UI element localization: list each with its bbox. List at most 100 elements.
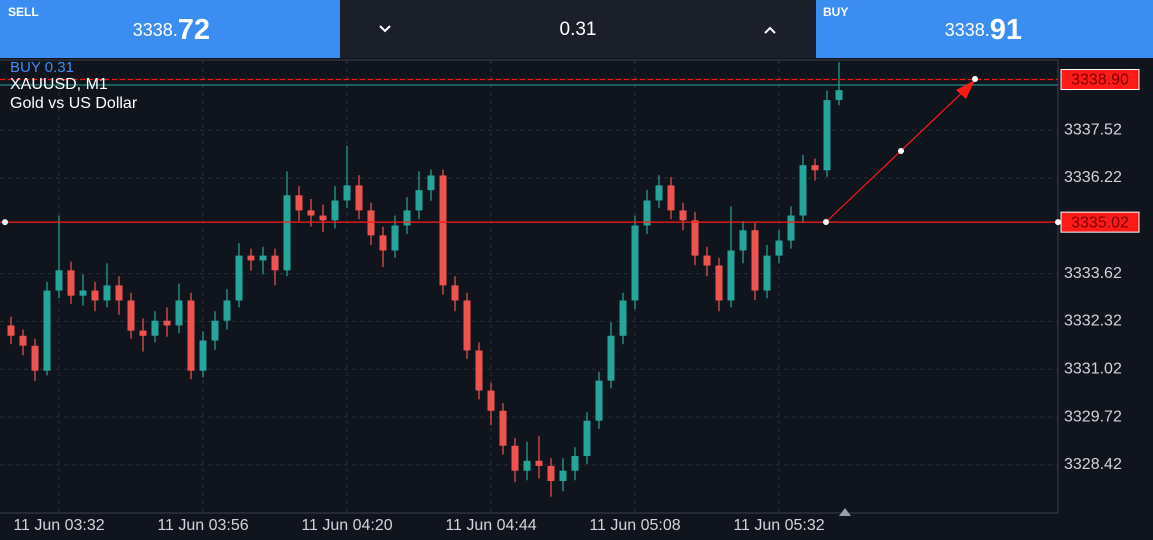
candle-body [199, 340, 207, 371]
candle-body [547, 465, 555, 482]
arrow-line [825, 87, 968, 223]
candle-body [811, 165, 819, 171]
arrow-handle [898, 148, 904, 154]
candle-body [475, 350, 483, 391]
y-tick-label: 3328.42 [1064, 456, 1122, 473]
candle-body [823, 100, 831, 171]
candle-body [499, 410, 507, 446]
candle-body [559, 470, 567, 482]
candle-body [295, 195, 303, 211]
candle-body [403, 210, 411, 226]
candle-body [67, 270, 75, 296]
candle-body [55, 270, 63, 291]
candle-body [799, 165, 807, 216]
candle-body [43, 290, 51, 371]
candle-body [391, 225, 399, 251]
scroll-marker [839, 508, 851, 516]
sell-label: SELL [8, 5, 39, 19]
order-label: BUY 0.31 [10, 59, 74, 76]
volume[interactable]: 0.31 [560, 19, 597, 40]
candle-body [427, 175, 435, 191]
candle-body [139, 330, 147, 336]
symbol: XAUUSD, M1 [10, 76, 108, 93]
candle-body [703, 255, 711, 266]
candle-body [631, 225, 639, 301]
chart: 3328.42 3329.72 3331.02 3332.32 3333.62 3336.… [0, 59, 1140, 534]
candle-body [211, 320, 219, 341]
candle-body [343, 185, 351, 201]
volume-decrease[interactable] [379, 25, 391, 33]
y-tick-label: 3337.52 [1064, 121, 1122, 138]
candle-body [487, 390, 495, 411]
candle-body [7, 325, 15, 336]
candle-body [679, 210, 687, 221]
price-label-box [1060, 211, 1140, 233]
buy-price-main: 3338. [945, 20, 990, 40]
candle-body [31, 345, 39, 371]
candle-body [163, 320, 171, 326]
candle-body [103, 285, 111, 301]
candle-body [415, 190, 423, 211]
candle-body [367, 210, 375, 236]
candle-body [175, 300, 183, 326]
candle-body [187, 300, 195, 371]
candle-body [331, 200, 339, 221]
candle-body [523, 460, 531, 471]
candle-body [463, 300, 471, 351]
sell-price-frac: 72 [178, 14, 210, 46]
candle-body [19, 335, 27, 346]
price-label: 3335.02 [1071, 214, 1129, 231]
volume-panel [340, 0, 816, 58]
candle-body [283, 195, 291, 271]
y-tick-label: 3333.62 [1064, 265, 1122, 282]
candle-body [319, 215, 327, 221]
arrow-handle [823, 219, 829, 225]
buy-button[interactable] [816, 0, 1153, 58]
candle-body [643, 200, 651, 226]
x-tick-label: 11 Jun 03:56 [157, 517, 248, 534]
candle-body [115, 285, 123, 301]
candle-body [535, 460, 543, 466]
y-tick-label: 3331.02 [1064, 360, 1122, 377]
symbol-description: Gold vs US Dollar [10, 95, 138, 112]
trend-arrow [823, 76, 978, 225]
candle-body [223, 300, 231, 321]
price-label-box [1060, 68, 1140, 90]
candle-body [583, 420, 591, 457]
candle-body [751, 230, 759, 291]
buy-price-frac: 91 [990, 14, 1022, 46]
candle-body [607, 335, 615, 381]
x-tick-label: 11 Jun 05:32 [733, 517, 824, 534]
candle-body [571, 456, 579, 471]
candle-body [715, 265, 723, 301]
candle-body [763, 255, 771, 291]
x-tick-label: 11 Jun 03:32 [13, 517, 104, 534]
arrow-head [956, 80, 975, 99]
candle-body [595, 380, 603, 421]
volume-increase[interactable] [764, 26, 776, 34]
price-label: 3338.90 [1071, 72, 1129, 89]
line-handle [1055, 219, 1061, 226]
candle-body [235, 255, 243, 301]
candle-body [355, 185, 363, 211]
arrow-handle [972, 76, 978, 82]
candle-body [247, 255, 255, 261]
sell-price-main: 3338. [133, 20, 178, 40]
x-tick-label: 11 Jun 04:44 [445, 517, 536, 534]
sell-button[interactable] [0, 0, 340, 58]
candle-body [271, 255, 279, 271]
buy-label: BUY [823, 5, 848, 19]
candle-body [91, 290, 99, 301]
candle-body [379, 235, 387, 251]
candle-body [307, 210, 315, 216]
candle-body [787, 215, 795, 241]
candle-body [511, 445, 519, 471]
sell-price: 3338.72 [133, 14, 210, 46]
y-tick-label: 3332.32 [1064, 313, 1122, 330]
candle-body [727, 250, 735, 301]
x-tick-label: 11 Jun 04:20 [301, 517, 392, 534]
candle-body [667, 185, 675, 211]
candle-body [775, 240, 783, 256]
candle-body [151, 320, 159, 336]
candle-body [655, 185, 663, 201]
